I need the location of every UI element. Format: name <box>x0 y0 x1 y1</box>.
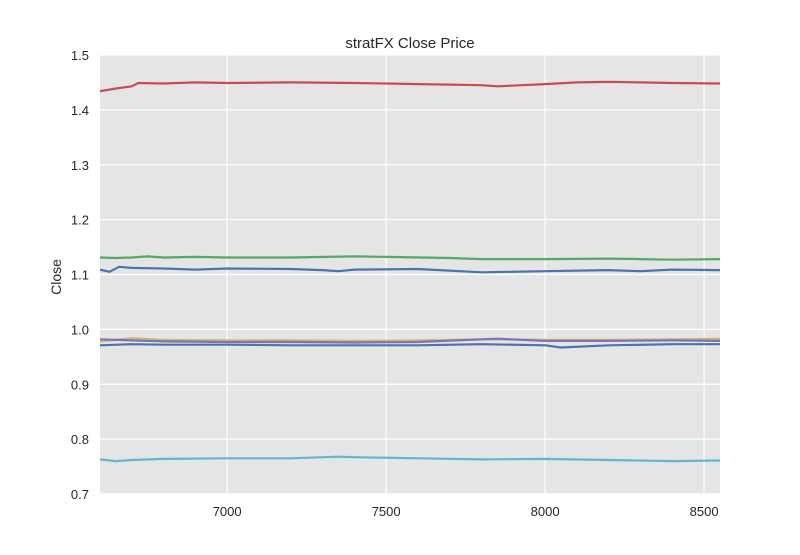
series-line-3 <box>100 265 720 274</box>
y-tick-label: 1.0 <box>71 322 89 337</box>
y-tick-label: 1.3 <box>71 158 89 173</box>
series-line-5 <box>100 337 720 344</box>
y-tick-label: 1.1 <box>71 268 89 283</box>
x-tick-label: 8500 <box>690 504 719 519</box>
series-line-2 <box>100 255 720 261</box>
y-tick-label: 1.2 <box>71 213 89 228</box>
x-tick-label: 7500 <box>372 504 401 519</box>
series-group <box>100 80 720 463</box>
gridlines <box>100 54 720 495</box>
y-tick-label: 1.4 <box>71 103 89 118</box>
series-line-4 <box>100 337 720 343</box>
y-tick-label: 0.7 <box>71 487 89 502</box>
y-tick-label: 0.9 <box>71 377 89 392</box>
y-tick-label: 1.5 <box>71 48 89 63</box>
tick-labels: 7000 7500 8000 8500 0.7 0.8 0.9 1.0 1.1 1.2 1.3 1.4… <box>71 48 719 519</box>
x-tick-label: 7000 <box>213 504 242 519</box>
x-tick-label: 8000 <box>531 504 560 519</box>
series-line-1 <box>100 80 720 93</box>
y-tick-label: 0.8 <box>71 432 89 447</box>
series-line-7 <box>100 455 720 463</box>
y-axis-label: Close <box>48 259 64 295</box>
chart-title: stratFX Close Price <box>345 35 474 52</box>
series-line-6 <box>100 343 720 349</box>
